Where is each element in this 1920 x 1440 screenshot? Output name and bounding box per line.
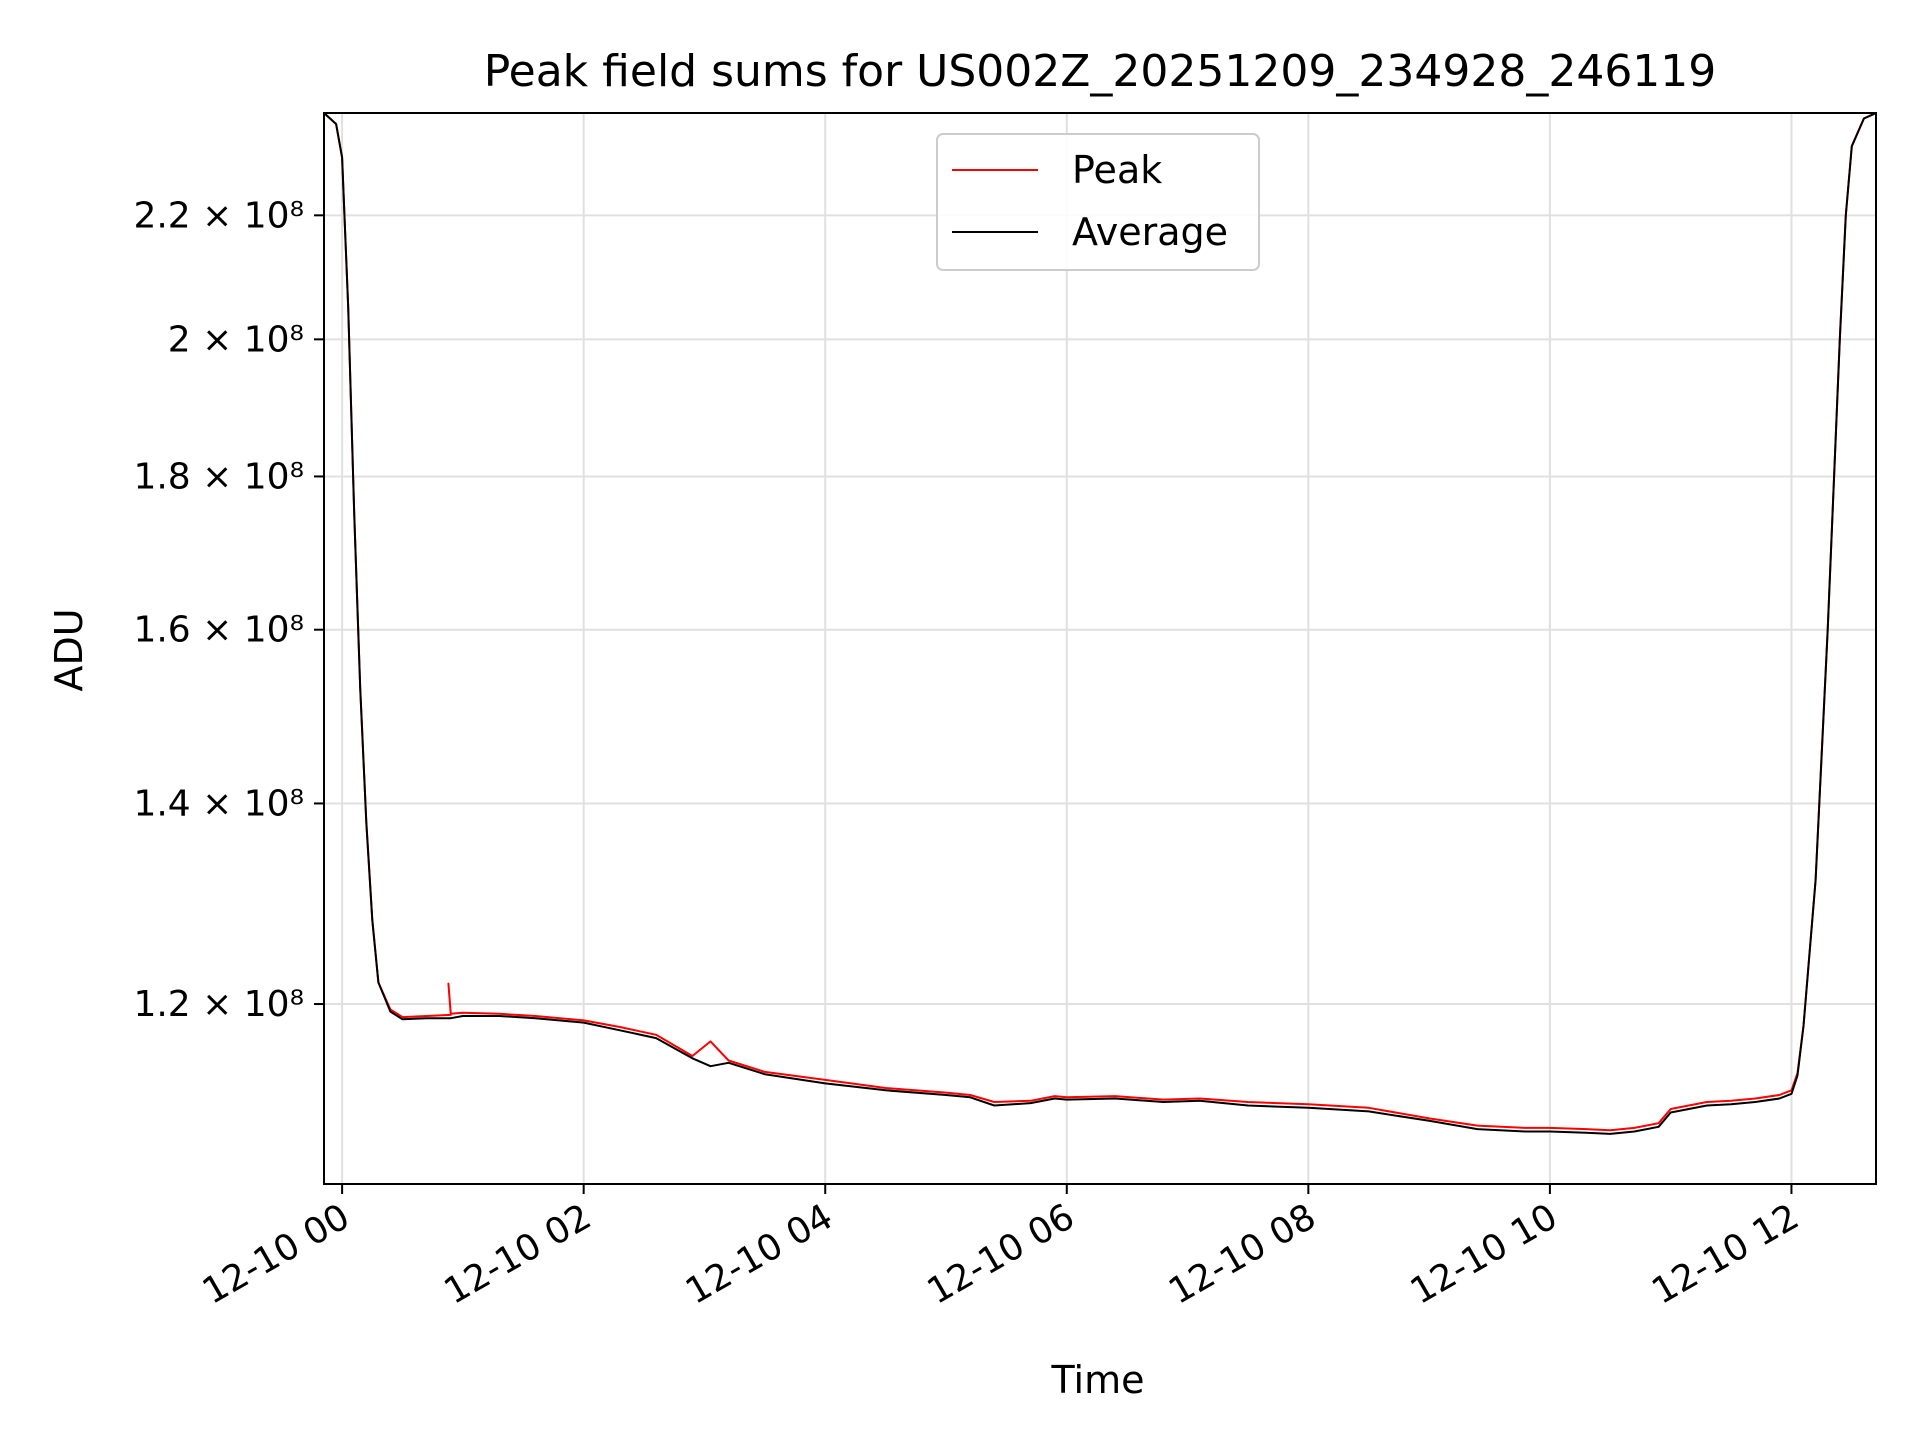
x-tick-label: 12-10 02: [437, 1196, 598, 1312]
series-line-peak: [324, 113, 1876, 1132]
plot-frame: [323, 112, 1877, 1185]
x-tick-label: 12-10 00: [196, 1196, 357, 1312]
y-tick-label: 1.4 × 10⁸: [133, 783, 304, 824]
x-axis-label: Time: [1051, 1358, 1145, 1402]
y-tick-label: 2.2 × 10⁸: [133, 195, 304, 236]
y-axis: 1.2 × 10⁸ 1.4 × 10⁸ 1.6 × 10⁸ 1.8 × 10⁸ 2 × …: [133, 195, 324, 1025]
x-axis: 12-10 00 12-10 02 12-10 04 12-10 06 12-10 08…: [196, 1184, 1806, 1313]
legend-label-average: Average: [1072, 210, 1228, 254]
x-tick-label: 12-10 06: [921, 1196, 1082, 1312]
y-axis-label: ADU: [47, 608, 91, 691]
legend-box: [936, 133, 1260, 271]
series-line-average: [324, 113, 1876, 1135]
x-tick-label: 12-10 12: [1645, 1196, 1806, 1312]
x-tick-label: 12-10 10: [1404, 1196, 1565, 1312]
x-tick-label: 12-10 08: [1162, 1196, 1323, 1312]
y-tick-label: 1.6 × 10⁸: [133, 610, 304, 651]
y-tick-label: 1.2 × 10⁸: [133, 984, 304, 1025]
series-layer: [324, 113, 1876, 1135]
legend-label-peak: Peak: [1072, 148, 1162, 192]
y-tick-label: 2 × 10⁸: [168, 319, 304, 360]
y-tick-label: 1.8 × 10⁸: [133, 456, 304, 497]
x-tick-label: 12-10 04: [679, 1196, 840, 1312]
grid-lines: [324, 113, 1876, 1184]
legend: Peak Average: [936, 133, 1260, 271]
chart-title: Peak field sums for US002Z_20251209_2349…: [484, 46, 1717, 97]
